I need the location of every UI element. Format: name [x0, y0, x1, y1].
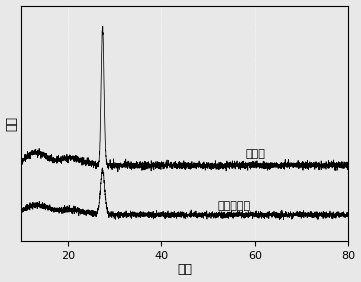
- X-axis label: 角度: 角度: [177, 263, 192, 276]
- Text: 氮化碳: 氮化碳: [245, 149, 265, 159]
- Text: 燔盐氮化碳: 燔盐氮化碳: [218, 201, 251, 211]
- Y-axis label: 强度: 强度: [5, 116, 18, 131]
